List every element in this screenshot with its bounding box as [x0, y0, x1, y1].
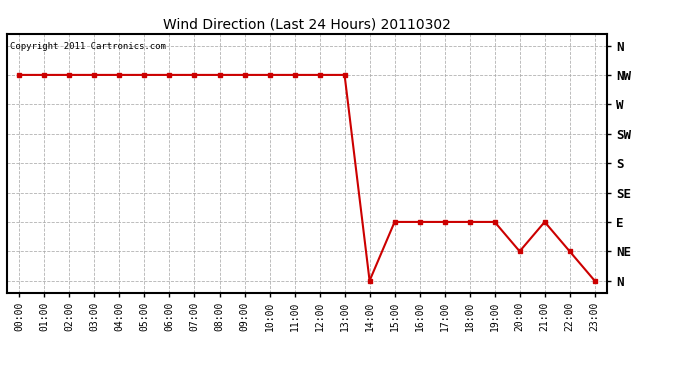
- Text: Copyright 2011 Cartronics.com: Copyright 2011 Cartronics.com: [10, 42, 166, 51]
- Title: Wind Direction (Last 24 Hours) 20110302: Wind Direction (Last 24 Hours) 20110302: [163, 17, 451, 31]
